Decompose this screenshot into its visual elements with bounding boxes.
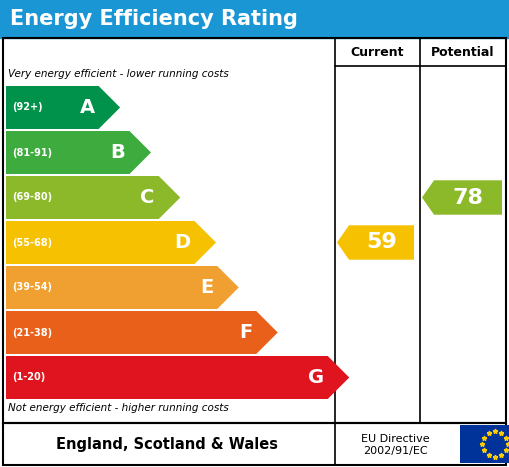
Polygon shape: [6, 176, 180, 219]
Polygon shape: [422, 180, 502, 215]
Text: (81-91): (81-91): [12, 148, 52, 157]
Polygon shape: [6, 266, 239, 309]
Text: C: C: [140, 188, 155, 207]
Bar: [0, 0, 509, 38]
Text: E: E: [200, 278, 213, 297]
Polygon shape: [6, 311, 278, 354]
Text: Very energy efficient - lower running costs: Very energy efficient - lower running co…: [8, 69, 229, 79]
Text: Current: Current: [351, 45, 404, 58]
Text: (21-38): (21-38): [12, 327, 52, 338]
Bar: [3, 423, 506, 465]
Bar: [460, 425, 509, 463]
Text: Energy Efficiency Rating: Energy Efficiency Rating: [10, 9, 298, 29]
Polygon shape: [6, 86, 120, 129]
Text: (1-20): (1-20): [12, 373, 45, 382]
Polygon shape: [6, 356, 349, 399]
Polygon shape: [6, 131, 151, 174]
Text: G: G: [307, 368, 324, 387]
Text: B: B: [111, 143, 126, 162]
Text: EU Directive
2002/91/EC: EU Directive 2002/91/EC: [361, 434, 429, 456]
Polygon shape: [337, 225, 414, 260]
Text: 78: 78: [453, 187, 484, 207]
Text: F: F: [239, 323, 252, 342]
Text: (69-80): (69-80): [12, 192, 52, 203]
Text: (92+): (92+): [12, 102, 43, 113]
Text: England, Scotland & Wales: England, Scotland & Wales: [56, 438, 278, 453]
Text: (39-54): (39-54): [12, 283, 52, 292]
Text: D: D: [175, 233, 190, 252]
Text: Not energy efficient - higher running costs: Not energy efficient - higher running co…: [8, 403, 229, 413]
Bar: [3, 38, 506, 423]
Text: 59: 59: [366, 233, 397, 253]
Polygon shape: [6, 221, 216, 264]
Text: A: A: [79, 98, 95, 117]
Text: (55-68): (55-68): [12, 238, 52, 248]
Text: Potential: Potential: [431, 45, 495, 58]
